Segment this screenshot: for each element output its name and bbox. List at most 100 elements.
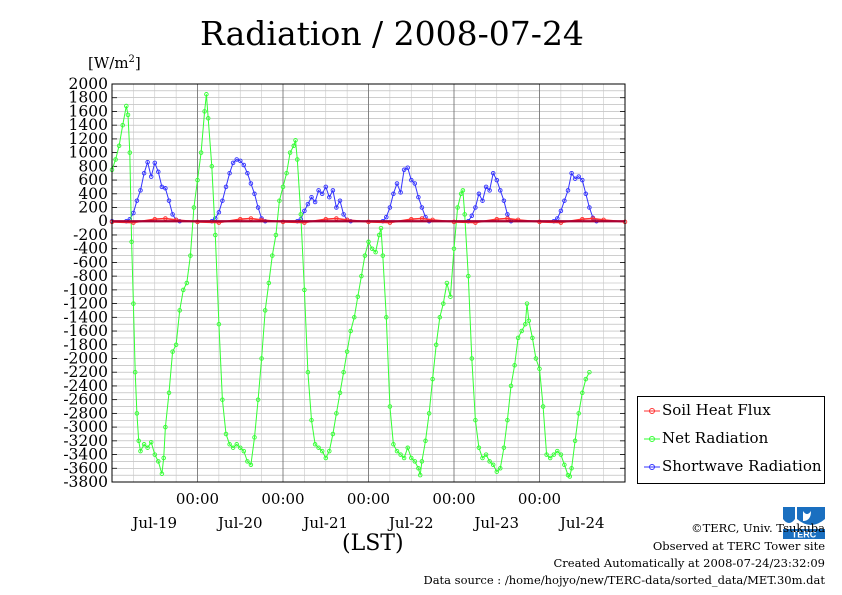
data-point	[245, 170, 250, 176]
y-tick-label: -3800	[63, 473, 108, 491]
data-point	[234, 157, 239, 162]
data-point	[312, 442, 318, 447]
data-point	[480, 455, 485, 461]
data-point	[369, 246, 375, 251]
data-point	[141, 442, 147, 447]
data-point	[163, 424, 168, 430]
data-point	[156, 459, 161, 464]
data-point	[319, 191, 325, 197]
data-point	[572, 176, 578, 181]
data-point	[127, 150, 133, 155]
data-point	[378, 225, 384, 231]
logo-text: TERC	[792, 530, 817, 540]
data-point	[195, 177, 200, 183]
data-point	[220, 397, 225, 402]
data-point	[170, 349, 175, 354]
y-tick-label: 2000	[69, 75, 108, 93]
unit-superscript: 2	[128, 54, 135, 65]
chart-legend: Soil Heat Flux Net Radiation Shortwave R…	[637, 396, 825, 484]
data-point	[341, 369, 346, 375]
data-point	[426, 411, 432, 416]
terc-logo-icon: TERC	[781, 503, 827, 541]
data-point	[562, 198, 567, 203]
y-tick-label: 200	[78, 199, 108, 217]
data-point	[223, 184, 229, 190]
y-tick-label: 1800	[69, 89, 108, 107]
data-point	[152, 160, 158, 166]
y-tick-label: -200	[73, 226, 108, 244]
data-point	[587, 369, 592, 375]
y-tick-label: 1200	[69, 130, 108, 148]
data-point	[344, 349, 350, 354]
data-point	[309, 417, 314, 423]
data-point	[498, 188, 503, 193]
data-point	[129, 239, 134, 245]
data-point	[170, 212, 175, 217]
data-point	[412, 181, 418, 186]
data-point	[391, 191, 396, 197]
data-point	[227, 170, 232, 176]
data-point	[156, 169, 161, 175]
data-point	[555, 448, 560, 454]
data-point	[490, 170, 496, 176]
data-point	[216, 321, 222, 327]
data-point	[238, 445, 243, 450]
data-point	[409, 455, 414, 461]
x-tick-time-label: 00:00	[518, 490, 561, 508]
data-point	[145, 159, 150, 165]
data-point	[417, 472, 423, 478]
data-point	[262, 308, 268, 313]
data-point	[280, 184, 286, 190]
data-point	[412, 459, 418, 464]
data-point	[230, 445, 236, 450]
data-point	[473, 205, 478, 210]
data-point	[327, 448, 332, 454]
y-axis-unit-label: [W/m2]	[88, 54, 141, 72]
data-point	[512, 363, 517, 368]
data-point	[576, 174, 581, 179]
data-point	[241, 162, 247, 168]
y-tick-label: -3200	[63, 432, 108, 450]
data-point	[184, 280, 190, 286]
data-point	[476, 445, 482, 450]
data-point	[323, 455, 329, 461]
data-point	[376, 232, 382, 238]
data-point	[558, 208, 564, 214]
chart-title: Radiation / 2008-07-24	[200, 14, 584, 53]
credit-observed: Observed at TERC Tower site	[652, 539, 825, 553]
data-point	[355, 294, 361, 299]
y-tick-label: 800	[78, 157, 108, 175]
data-point	[245, 459, 250, 464]
data-point	[441, 301, 446, 306]
data-point	[523, 321, 528, 327]
credit-created: Created Automatically at 2008-07-24/23:3…	[553, 556, 826, 570]
data-point	[558, 452, 564, 457]
data-point	[259, 356, 264, 361]
data-point	[205, 116, 211, 121]
series-line	[112, 158, 597, 222]
data-point	[216, 210, 222, 215]
chart-grid	[112, 83, 625, 483]
data-point	[419, 459, 425, 464]
y-tick-label: 1600	[69, 102, 108, 120]
data-point	[255, 397, 261, 402]
y-tick-label: -2200	[63, 363, 108, 381]
x-tick-time-label: 00:00	[432, 490, 475, 508]
data-point	[580, 177, 585, 183]
series-shortwave-radiation	[109, 157, 599, 224]
data-point	[519, 328, 524, 334]
y-tick-label: -2400	[63, 377, 108, 395]
data-point	[533, 356, 539, 361]
y-tick-label: -1800	[63, 336, 108, 354]
data-point	[198, 150, 204, 155]
data-point	[547, 455, 553, 461]
data-point	[458, 191, 464, 197]
data-point	[401, 455, 407, 461]
data-point	[113, 157, 118, 162]
x-tick-date-label: Jul-20	[216, 514, 263, 532]
data-point	[161, 455, 166, 461]
legend-item-net-radiation: Net Radiation	[638, 425, 824, 453]
data-point	[131, 301, 136, 306]
data-point	[166, 198, 172, 203]
